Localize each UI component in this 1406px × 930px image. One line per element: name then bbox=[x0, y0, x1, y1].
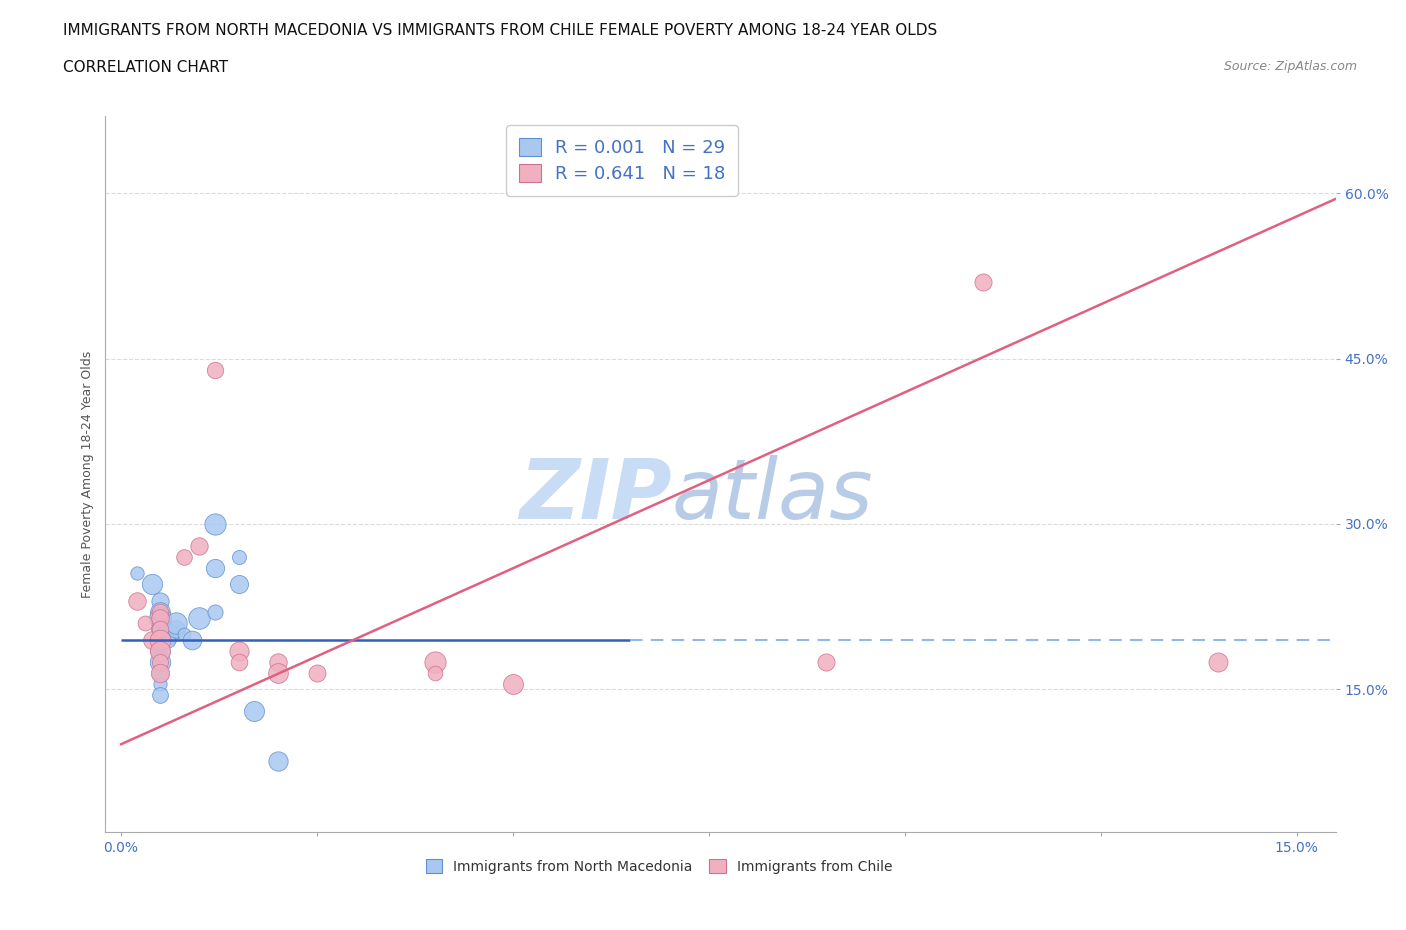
Text: CORRELATION CHART: CORRELATION CHART bbox=[63, 60, 228, 75]
Point bbox=[228, 644, 250, 658]
Point bbox=[165, 621, 187, 636]
Point bbox=[149, 610, 172, 625]
Point bbox=[204, 561, 226, 576]
Point bbox=[173, 550, 195, 565]
Point bbox=[204, 604, 226, 619]
Point bbox=[228, 577, 250, 591]
Point bbox=[141, 632, 163, 647]
Point bbox=[125, 593, 148, 608]
Point bbox=[149, 621, 172, 636]
Point bbox=[149, 644, 172, 658]
Point bbox=[267, 753, 290, 768]
Point bbox=[141, 577, 163, 591]
Text: Source: ZipAtlas.com: Source: ZipAtlas.com bbox=[1223, 60, 1357, 73]
Point bbox=[305, 665, 328, 680]
Point bbox=[204, 362, 226, 377]
Point bbox=[188, 610, 211, 625]
Point bbox=[157, 632, 180, 647]
Point bbox=[180, 632, 202, 647]
Point bbox=[149, 687, 172, 702]
Point bbox=[173, 627, 195, 642]
Point bbox=[1206, 654, 1229, 669]
Y-axis label: Female Poverty Among 18-24 Year Olds: Female Poverty Among 18-24 Year Olds bbox=[82, 351, 94, 598]
Point bbox=[815, 654, 838, 669]
Point bbox=[134, 616, 156, 631]
Point bbox=[165, 616, 187, 631]
Point bbox=[423, 654, 446, 669]
Point bbox=[972, 274, 994, 289]
Point bbox=[149, 676, 172, 691]
Point bbox=[149, 604, 172, 619]
Point bbox=[125, 566, 148, 581]
Point bbox=[149, 638, 172, 653]
Point bbox=[149, 616, 172, 631]
Point bbox=[243, 704, 266, 719]
Text: atlas: atlas bbox=[672, 456, 873, 537]
Point bbox=[149, 604, 172, 619]
Point bbox=[149, 593, 172, 608]
Point bbox=[423, 665, 446, 680]
Point bbox=[188, 538, 211, 553]
Point bbox=[149, 644, 172, 658]
Point bbox=[204, 516, 226, 531]
Point bbox=[228, 550, 250, 565]
Point bbox=[149, 665, 172, 680]
Text: ZIP: ZIP bbox=[519, 456, 672, 537]
Point bbox=[149, 654, 172, 669]
Point bbox=[149, 610, 172, 625]
Point bbox=[149, 654, 172, 669]
Point bbox=[149, 632, 172, 647]
Point bbox=[267, 665, 290, 680]
Point bbox=[149, 632, 172, 647]
Point bbox=[149, 627, 172, 642]
Legend: Immigrants from North Macedonia, Immigrants from Chile: Immigrants from North Macedonia, Immigra… bbox=[420, 854, 898, 879]
Point bbox=[157, 627, 180, 642]
Point bbox=[502, 676, 524, 691]
Text: IMMIGRANTS FROM NORTH MACEDONIA VS IMMIGRANTS FROM CHILE FEMALE POVERTY AMONG 18: IMMIGRANTS FROM NORTH MACEDONIA VS IMMIG… bbox=[63, 23, 938, 38]
Point bbox=[149, 621, 172, 636]
Point bbox=[149, 665, 172, 680]
Point bbox=[267, 654, 290, 669]
Point bbox=[228, 654, 250, 669]
